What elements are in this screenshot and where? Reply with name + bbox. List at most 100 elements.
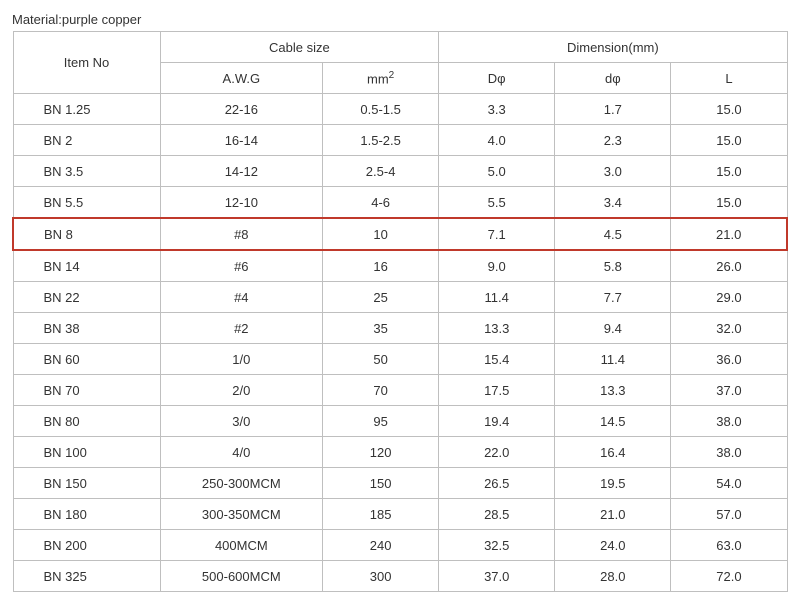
cell-d-upper: 32.5 xyxy=(439,530,555,561)
cell-d-lower: 14.5 xyxy=(555,406,671,437)
table-row: BN 3.514-122.5-45.03.015.0 xyxy=(13,156,787,187)
cell-d-upper: 7.1 xyxy=(439,218,555,250)
cell-d-upper: 11.4 xyxy=(439,282,555,313)
cell-item: BN 180 xyxy=(13,499,160,530)
cell-d-upper: 26.5 xyxy=(439,468,555,499)
cell-awg: #8 xyxy=(160,218,323,250)
cell-l: 54.0 xyxy=(671,468,787,499)
cell-d-lower: 3.4 xyxy=(555,187,671,219)
table-row: BN 8#8107.14.521.0 xyxy=(13,218,787,250)
spec-table: Item No Cable size Dimension(mm) A.W.G m… xyxy=(12,31,788,592)
cell-l: 15.0 xyxy=(671,94,787,125)
cell-mm2: 50 xyxy=(323,344,439,375)
cell-item: BN 80 xyxy=(13,406,160,437)
cell-l: 37.0 xyxy=(671,375,787,406)
cell-awg: 300-350MCM xyxy=(160,499,323,530)
cell-item: BN 38 xyxy=(13,313,160,344)
cell-awg: 4/0 xyxy=(160,437,323,468)
material-label: Material:purple copper xyxy=(12,12,788,27)
cell-l: 29.0 xyxy=(671,282,787,313)
cell-awg: 1/0 xyxy=(160,344,323,375)
header-cable-size: Cable size xyxy=(160,32,439,63)
cell-awg: 22-16 xyxy=(160,94,323,125)
cell-mm2: 240 xyxy=(323,530,439,561)
cell-awg: 14-12 xyxy=(160,156,323,187)
cell-mm2: 95 xyxy=(323,406,439,437)
cell-mm2: 70 xyxy=(323,375,439,406)
cell-l: 32.0 xyxy=(671,313,787,344)
cell-d-upper: 17.5 xyxy=(439,375,555,406)
cell-mm2: 10 xyxy=(323,218,439,250)
cell-d-upper: 3.3 xyxy=(439,94,555,125)
header-dimension: Dimension(mm) xyxy=(439,32,787,63)
cell-l: 38.0 xyxy=(671,437,787,468)
cell-item: BN 22 xyxy=(13,282,160,313)
cell-d-lower: 19.5 xyxy=(555,468,671,499)
cell-awg: #2 xyxy=(160,313,323,344)
table-row: BN 1.2522-160.5-1.53.31.715.0 xyxy=(13,94,787,125)
cell-d-lower: 5.8 xyxy=(555,250,671,282)
cell-mm2: 16 xyxy=(323,250,439,282)
header-mm2: mm2 xyxy=(323,63,439,94)
cell-d-upper: 9.0 xyxy=(439,250,555,282)
cell-d-upper: 5.5 xyxy=(439,187,555,219)
cell-d-lower: 13.3 xyxy=(555,375,671,406)
cell-d-upper: 19.4 xyxy=(439,406,555,437)
cell-d-upper: 4.0 xyxy=(439,125,555,156)
table-row: BN 216-141.5-2.54.02.315.0 xyxy=(13,125,787,156)
cell-d-lower: 24.0 xyxy=(555,530,671,561)
cell-awg: 2/0 xyxy=(160,375,323,406)
table-row: BN 200400MCM24032.524.063.0 xyxy=(13,530,787,561)
table-row: BN 702/07017.513.337.0 xyxy=(13,375,787,406)
table-row: BN 150250-300MCM15026.519.554.0 xyxy=(13,468,787,499)
cell-item: BN 150 xyxy=(13,468,160,499)
cell-d-upper: 37.0 xyxy=(439,561,555,592)
cell-d-upper: 15.4 xyxy=(439,344,555,375)
cell-mm2: 300 xyxy=(323,561,439,592)
cell-awg: 3/0 xyxy=(160,406,323,437)
cell-d-upper: 5.0 xyxy=(439,156,555,187)
cell-d-lower: 9.4 xyxy=(555,313,671,344)
header-l: L xyxy=(671,63,787,94)
cell-l: 21.0 xyxy=(671,218,787,250)
cell-d-lower: 16.4 xyxy=(555,437,671,468)
cell-awg: 400MCM xyxy=(160,530,323,561)
cell-awg: #4 xyxy=(160,282,323,313)
table-row: BN 38#23513.39.432.0 xyxy=(13,313,787,344)
cell-d-upper: 22.0 xyxy=(439,437,555,468)
cell-d-lower: 2.3 xyxy=(555,125,671,156)
cell-l: 57.0 xyxy=(671,499,787,530)
cell-item: BN 60 xyxy=(13,344,160,375)
cell-item: BN 14 xyxy=(13,250,160,282)
table-row: BN 803/09519.414.538.0 xyxy=(13,406,787,437)
cell-d-lower: 3.0 xyxy=(555,156,671,187)
cell-item: BN 100 xyxy=(13,437,160,468)
cell-item: BN 325 xyxy=(13,561,160,592)
table-row: BN 180300-350MCM18528.521.057.0 xyxy=(13,499,787,530)
header-d-lower: dφ xyxy=(555,63,671,94)
cell-mm2: 2.5-4 xyxy=(323,156,439,187)
cell-d-lower: 11.4 xyxy=(555,344,671,375)
cell-d-lower: 4.5 xyxy=(555,218,671,250)
cell-d-lower: 28.0 xyxy=(555,561,671,592)
cell-l: 26.0 xyxy=(671,250,787,282)
cell-l: 38.0 xyxy=(671,406,787,437)
cell-item: BN 200 xyxy=(13,530,160,561)
table-header: Item No Cable size Dimension(mm) A.W.G m… xyxy=(13,32,787,94)
table-row: BN 325500-600MCM30037.028.072.0 xyxy=(13,561,787,592)
header-item-no: Item No xyxy=(13,32,160,94)
cell-l: 15.0 xyxy=(671,156,787,187)
cell-awg: 16-14 xyxy=(160,125,323,156)
cell-d-lower: 7.7 xyxy=(555,282,671,313)
table-row: BN 22#42511.47.729.0 xyxy=(13,282,787,313)
cell-item: BN 5.5 xyxy=(13,187,160,219)
header-d-upper: Dφ xyxy=(439,63,555,94)
table-row: BN 14#6169.05.826.0 xyxy=(13,250,787,282)
cell-awg: 12-10 xyxy=(160,187,323,219)
cell-l: 15.0 xyxy=(671,187,787,219)
cell-mm2: 185 xyxy=(323,499,439,530)
cell-d-lower: 21.0 xyxy=(555,499,671,530)
header-awg: A.W.G xyxy=(160,63,323,94)
cell-d-upper: 13.3 xyxy=(439,313,555,344)
cell-mm2: 150 xyxy=(323,468,439,499)
